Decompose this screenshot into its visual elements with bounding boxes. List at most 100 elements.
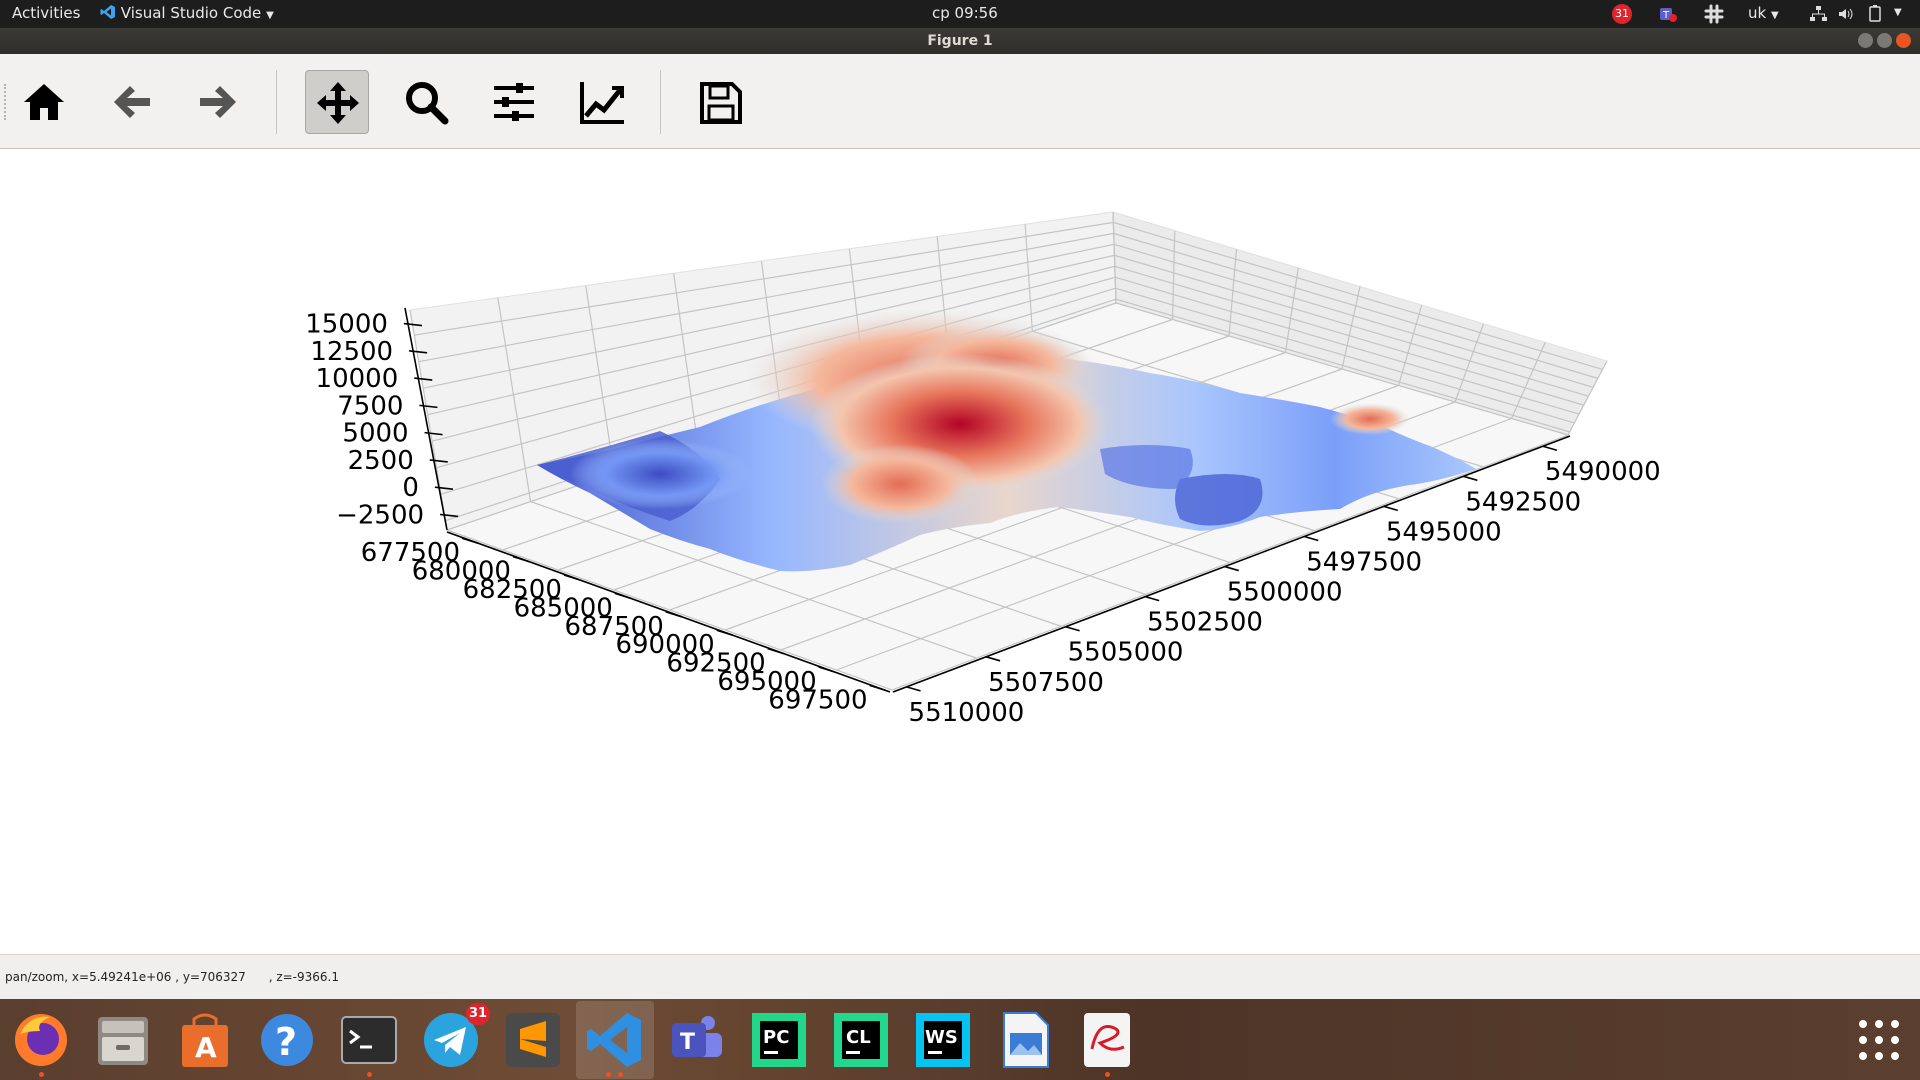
z-tick — [434, 486, 453, 490]
home-button[interactable] — [12, 70, 76, 134]
help-launcher[interactable]: ? — [256, 1009, 318, 1071]
files-launcher[interactable] — [92, 1009, 154, 1071]
vscode-launcher[interactable] — [584, 1009, 646, 1077]
sliders-icon — [494, 83, 534, 121]
status-bar: pan/zoom, x=5.49241e+06 , y=706327 , z=-… — [0, 954, 1920, 1000]
x-tick — [767, 647, 784, 655]
svg-text:?: ? — [275, 1020, 297, 1064]
image-document-icon — [1003, 1012, 1049, 1068]
keyboard-layout-label: uk — [1748, 4, 1767, 22]
cursor-coordinates: pan/zoom, x=5.49241e+06 , y=706327 , z=-… — [5, 970, 340, 984]
x-tick-label: 692500 — [666, 649, 765, 679]
y-tick — [1542, 445, 1558, 452]
y-tick — [906, 686, 921, 692]
battery-icon[interactable] — [1866, 4, 1886, 24]
running-indicator — [618, 1072, 623, 1077]
arrow-right-icon — [200, 86, 236, 118]
z-tick-label: 12500 — [310, 337, 393, 367]
y-tick-label: 5507500 — [988, 668, 1104, 698]
z-tick — [419, 404, 438, 409]
y-tick — [1144, 595, 1160, 602]
zoom-button[interactable] — [394, 70, 458, 134]
webstorm-launcher[interactable]: WS — [912, 1009, 974, 1071]
help-icon: ? — [261, 1014, 313, 1066]
subplots-button[interactable] — [482, 70, 546, 134]
pan-button[interactable] — [305, 70, 369, 134]
figure-canvas[interactable]: 15000 12500 10000 7500 5000 2500 0 −2500 677500… — [0, 149, 1920, 954]
save-button[interactable] — [688, 70, 752, 134]
image-viewer-launcher[interactable] — [994, 1009, 1056, 1071]
svg-text:T: T — [680, 1030, 695, 1055]
calendar-indicator[interactable]: 31 — [1612, 4, 1632, 24]
firefox-launcher[interactable] — [10, 1009, 72, 1077]
edit-axis-button[interactable] — [570, 70, 634, 134]
running-indicator — [606, 1072, 611, 1077]
terminal-launcher[interactable] — [338, 1009, 400, 1077]
pycharm-launcher[interactable]: PC — [748, 1009, 810, 1071]
running-indicator — [39, 1072, 44, 1077]
back-right-gridline — [1567, 360, 1608, 436]
z-tick-label: 0 — [402, 473, 419, 503]
wall-z-gridline — [436, 276, 1580, 469]
figure-toolbar — [0, 54, 1920, 149]
forward-button[interactable] — [186, 70, 250, 134]
pycharm-icon: PC — [752, 1013, 806, 1067]
app-grid-icon — [1859, 1020, 1899, 1060]
y-tick-label: 5505000 — [1068, 638, 1184, 668]
toolbar-separator — [660, 70, 661, 134]
back-left-gridline — [585, 285, 615, 474]
teams-launcher[interactable]: T — [666, 1009, 728, 1071]
clion-icon: CL — [834, 1013, 888, 1067]
clock[interactable]: ср 09:56 — [932, 4, 998, 22]
move-icon — [317, 82, 359, 124]
x-tick — [461, 537, 479, 544]
sublime-launcher[interactable] — [502, 1009, 564, 1071]
running-indicator — [367, 1072, 372, 1077]
close-button[interactable] — [1896, 33, 1911, 48]
z-tick-label: 15000 — [305, 310, 388, 340]
volume-icon[interactable] — [1836, 4, 1856, 24]
app-menu[interactable]: Visual Studio Code ▼ — [100, 4, 274, 22]
sublime-icon — [506, 1013, 560, 1067]
firefox-icon — [15, 1014, 67, 1066]
minimize-button[interactable] — [1858, 33, 1873, 48]
y-tick — [1065, 625, 1080, 632]
clion-launcher[interactable]: CL — [830, 1009, 892, 1071]
dock: A ? 31 T PC CL WS — [0, 999, 1920, 1080]
y-tick-label: 5502500 — [1147, 608, 1263, 638]
y-axis-ticks: 5510000550750055050005502500550000054975… — [906, 445, 1661, 728]
y-tick — [1463, 475, 1478, 482]
telegram-launcher[interactable]: 31 — [420, 1003, 490, 1071]
x-tick-label: 680000 — [412, 557, 511, 587]
x-tick — [665, 611, 683, 618]
telegram-badge: 31 — [466, 1003, 490, 1025]
wall-z-gridline — [423, 243, 1594, 389]
system-menu-chevron-icon[interactable]: ▼ — [1894, 7, 1902, 18]
maximize-button[interactable] — [1877, 33, 1892, 48]
file-cabinet-icon — [98, 1017, 148, 1065]
back-button[interactable] — [100, 70, 164, 134]
z-tick-label: 2500 — [348, 446, 414, 476]
activities-button[interactable]: Activities — [12, 4, 81, 22]
y-tick-label: 5510000 — [909, 698, 1025, 728]
surface-warm-region — [820, 444, 980, 524]
window-titlebar: Figure 1 — [0, 28, 1920, 54]
vscode-icon — [100, 5, 115, 19]
software-launcher[interactable]: A — [174, 1009, 236, 1071]
y-tick-label: 5492500 — [1465, 487, 1581, 517]
network-icon[interactable] — [1808, 4, 1828, 24]
teams-tray-icon[interactable]: T — [1658, 4, 1678, 24]
z-tick — [403, 322, 423, 327]
chevron-down-icon: ▼ — [1770, 10, 1779, 21]
keyboard-layout[interactable]: uk ▼ — [1748, 4, 1779, 22]
y-tick — [985, 656, 1001, 662]
teams-icon: T — [672, 1016, 722, 1057]
show-applications-button[interactable] — [1848, 1009, 1910, 1071]
x-tick-label: 697500 — [768, 685, 867, 715]
surface-low-region — [1100, 445, 1193, 489]
svg-text:PC: PC — [763, 1027, 789, 1048]
slack-tray-icon[interactable] — [1704, 4, 1724, 24]
document-viewer-launcher[interactable] — [1076, 1009, 1138, 1077]
toolbar-grip[interactable] — [4, 84, 10, 120]
